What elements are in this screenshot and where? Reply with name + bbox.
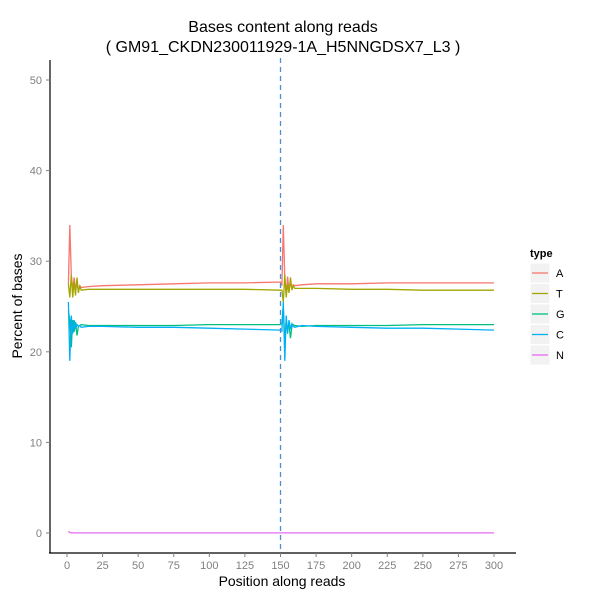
x-tick-label: 0 <box>64 560 70 572</box>
legend-label: T <box>556 289 563 301</box>
axes: 0 10 20 30 40 50 0 25 50 75 100 125 150 175 200 225 250 2… <box>30 60 516 572</box>
y-tick-label: 50 <box>30 75 42 87</box>
x-tick-label: 150 <box>271 560 289 572</box>
y-tick-label: 0 <box>36 528 42 540</box>
legend-label: N <box>556 350 564 362</box>
x-tick-label: 250 <box>414 560 432 572</box>
y-tick-label: 30 <box>30 256 42 268</box>
x-tick-label: 175 <box>307 560 325 572</box>
x-tick-label: 100 <box>200 560 218 572</box>
legend-title: type <box>530 248 553 260</box>
x-tick-label: 200 <box>342 560 360 572</box>
x-tick-label: 300 <box>485 560 503 572</box>
legend-label: C <box>556 330 564 342</box>
x-tick-label: 125 <box>236 560 254 572</box>
x-tick-label: 275 <box>449 560 467 572</box>
y-axis-label: Percent of bases <box>9 253 25 358</box>
x-tick-label: 75 <box>168 560 180 572</box>
x-tick-label: 50 <box>132 560 144 572</box>
series-line-N <box>67 530 494 534</box>
legend-label: G <box>556 309 565 321</box>
y-tick-label: 40 <box>30 166 42 178</box>
chart-subtitle: ( GM91_CKDN230011929-1A_H5NNGDSX7_L3 ) <box>106 39 461 56</box>
series-lines <box>67 58 495 553</box>
x-tick-label: 225 <box>378 560 396 572</box>
x-tick-label: 25 <box>96 560 108 572</box>
chart-title: Bases content along reads <box>188 19 377 36</box>
legend-label: A <box>556 268 564 280</box>
series-line-A <box>67 224 494 293</box>
y-tick-label: 20 <box>30 347 42 359</box>
series-line-T <box>67 274 494 303</box>
x-axis-label: Position along reads <box>219 573 346 589</box>
y-tick-label: 10 <box>30 437 42 449</box>
series-line-C <box>67 301 495 361</box>
